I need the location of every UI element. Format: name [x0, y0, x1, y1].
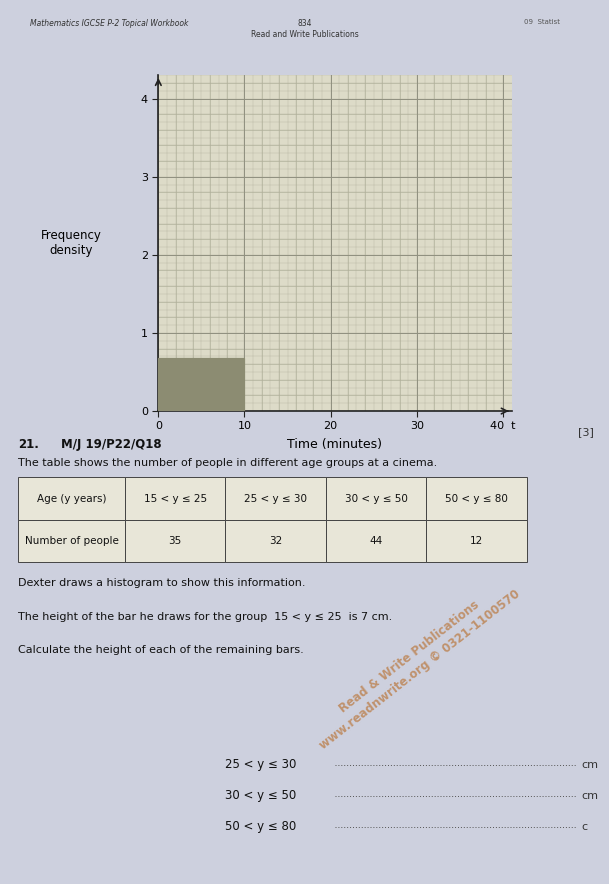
- FancyBboxPatch shape: [326, 520, 426, 562]
- Text: 12: 12: [470, 536, 483, 546]
- X-axis label: Time (minutes): Time (minutes): [287, 438, 382, 452]
- FancyBboxPatch shape: [225, 477, 326, 520]
- Text: 44: 44: [370, 536, 382, 546]
- Text: cm: cm: [582, 759, 599, 770]
- Text: cm: cm: [582, 790, 599, 801]
- FancyBboxPatch shape: [125, 520, 225, 562]
- Text: 09  Statist: 09 Statist: [524, 19, 560, 26]
- Text: 50 < y ≤ 80: 50 < y ≤ 80: [445, 493, 508, 504]
- FancyBboxPatch shape: [426, 520, 527, 562]
- Text: 25 < y ≤ 30: 25 < y ≤ 30: [225, 758, 297, 771]
- Text: 834
Read and Write Publications: 834 Read and Write Publications: [251, 19, 358, 39]
- Text: c: c: [582, 821, 588, 832]
- Text: Dexter draws a histogram to show this information.: Dexter draws a histogram to show this in…: [18, 578, 306, 588]
- FancyBboxPatch shape: [125, 477, 225, 520]
- Text: 32: 32: [269, 536, 282, 546]
- Text: Calculate the height of each of the remaining bars.: Calculate the height of each of the rema…: [18, 645, 304, 655]
- Text: The height of the bar he draws for the group  15 < y ≤ 25  is 7 cm.: The height of the bar he draws for the g…: [18, 612, 393, 621]
- Y-axis label: Frequency
density: Frequency density: [41, 229, 102, 257]
- Text: 25 < y ≤ 30: 25 < y ≤ 30: [244, 493, 307, 504]
- FancyBboxPatch shape: [18, 520, 125, 562]
- FancyBboxPatch shape: [225, 520, 326, 562]
- Text: 50 < y ≤ 80: 50 < y ≤ 80: [225, 820, 297, 833]
- Text: 35: 35: [169, 536, 181, 546]
- Text: M/J 19/P22/Q18: M/J 19/P22/Q18: [61, 438, 161, 451]
- Text: [3]: [3]: [578, 427, 594, 437]
- Text: The table shows the number of people in different age groups at a cinema.: The table shows the number of people in …: [18, 458, 437, 468]
- Text: 15 < y ≤ 25: 15 < y ≤ 25: [144, 493, 206, 504]
- Text: 30 < y ≤ 50: 30 < y ≤ 50: [225, 789, 297, 802]
- Text: 21.: 21.: [18, 438, 39, 451]
- Text: Read & Write Publications
www.readnwrite.org © 0321-1100570: Read & Write Publications www.readnwrite…: [306, 574, 522, 752]
- Text: 30 < y ≤ 50: 30 < y ≤ 50: [345, 493, 407, 504]
- FancyBboxPatch shape: [18, 477, 125, 520]
- FancyBboxPatch shape: [326, 477, 426, 520]
- Text: Number of people: Number of people: [24, 536, 119, 546]
- Bar: [158, 358, 244, 411]
- Text: Age (y years): Age (y years): [37, 493, 107, 504]
- Text: Mathematics IGCSE P-2 Topical Workbook: Mathematics IGCSE P-2 Topical Workbook: [30, 19, 189, 28]
- FancyBboxPatch shape: [426, 477, 527, 520]
